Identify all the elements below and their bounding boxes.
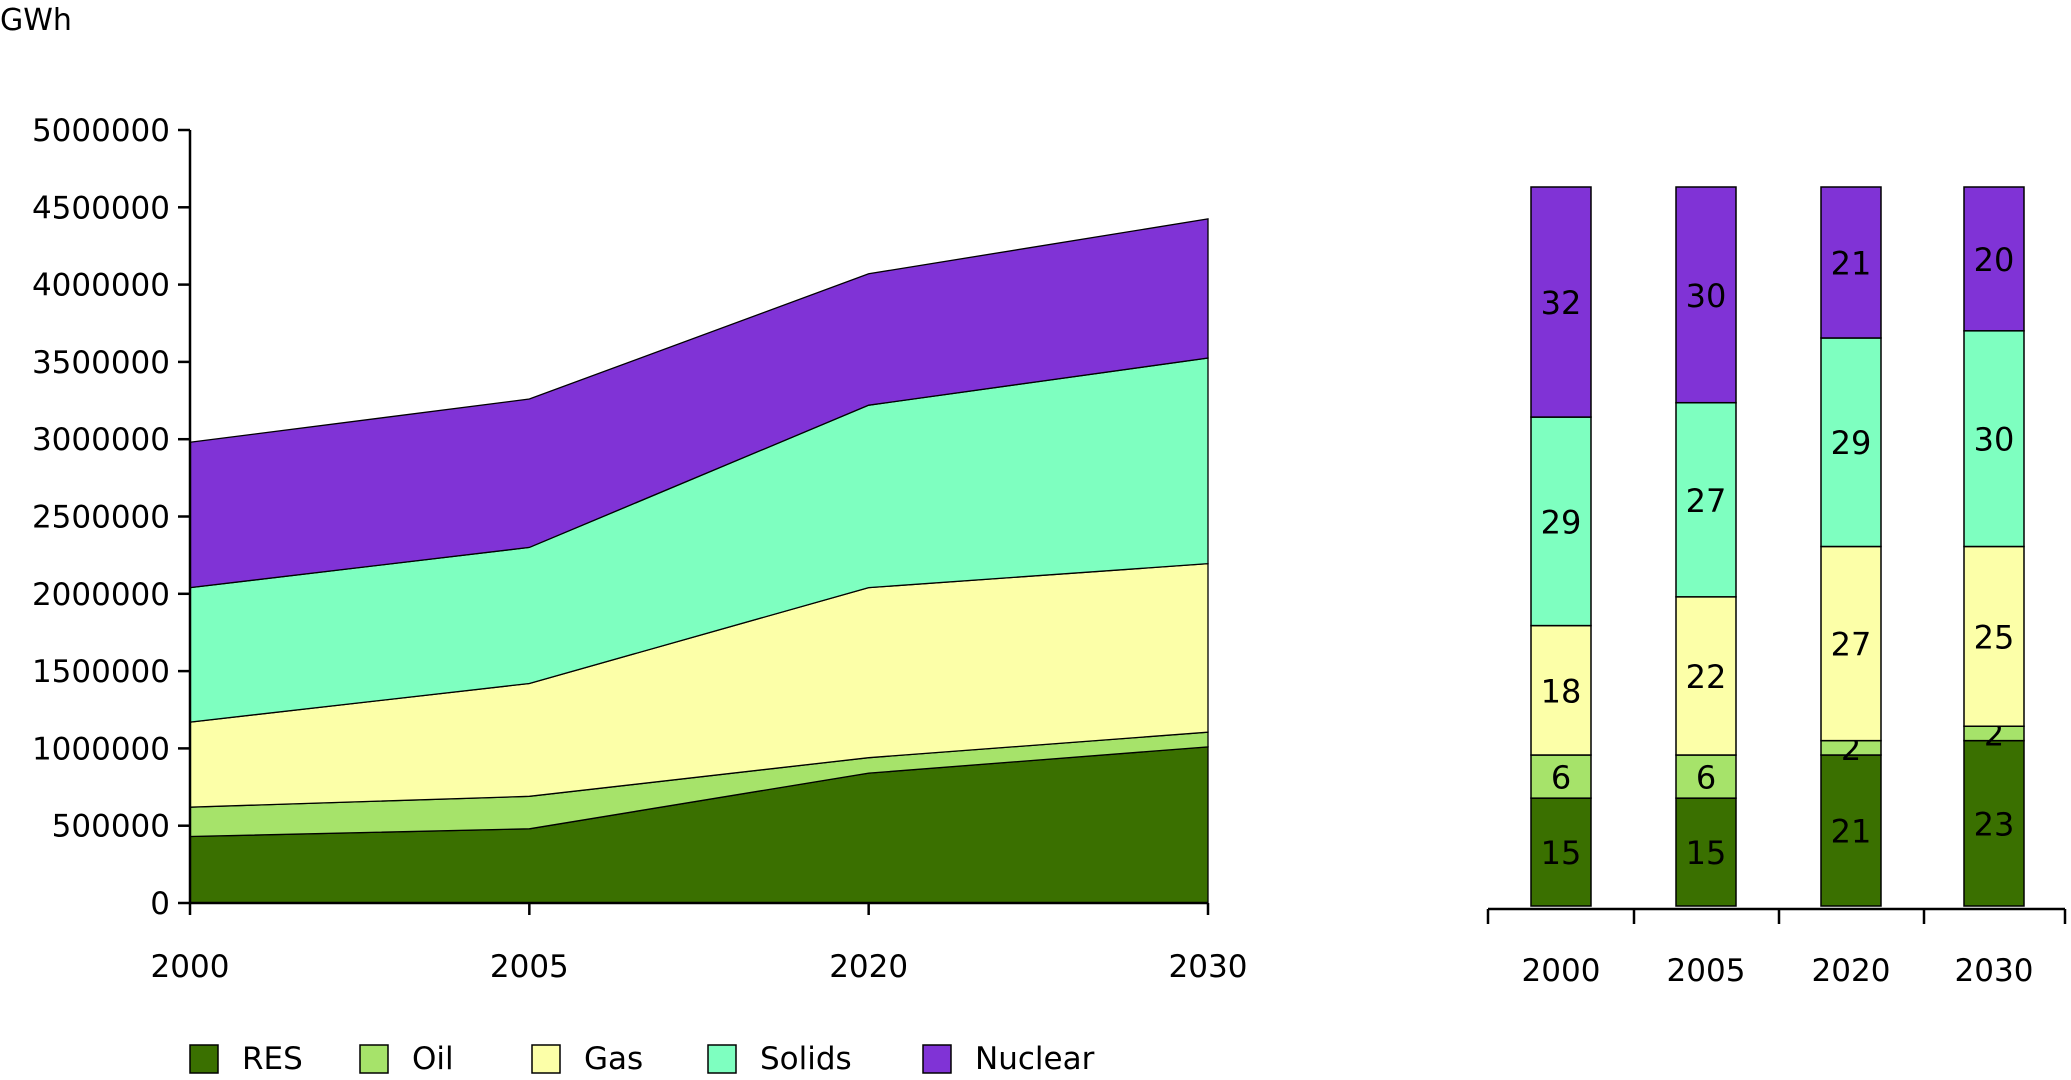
data-label-res: 23 (1974, 805, 2015, 843)
bar-segment-res (1675, 797, 1737, 907)
bar-segment-solids (1820, 337, 1882, 548)
y-tick-label: 4500000 (32, 190, 170, 226)
data-label-solids: 29 (1831, 424, 1872, 462)
bar-segment-nuclear (1675, 186, 1737, 404)
data-label-gas: 22 (1686, 658, 1727, 696)
data-label-gas: 18 (1541, 672, 1582, 710)
x-tick-label: 2030 (1169, 949, 1248, 985)
data-label-gas: 27 (1831, 626, 1872, 664)
data-label-res: 15 (1686, 834, 1727, 872)
bar-segment-solids (1530, 416, 1592, 627)
y-tick-label: 2500000 (32, 500, 170, 536)
data-label-solids: 27 (1686, 482, 1727, 520)
y-tick-label: 3000000 (32, 422, 170, 458)
legend-swatch-res (189, 1044, 219, 1074)
legend: RES Oil Gas Solids Nuclear (189, 1041, 1095, 1077)
bar-x-tick-label: 2005 (1667, 953, 1746, 989)
legend-label-solids: Solids (760, 1041, 852, 1077)
x-tick-label: 2005 (490, 949, 569, 985)
bar-segment-nuclear (1530, 186, 1592, 418)
bar-segment-oil (1675, 754, 1737, 799)
legend-label-nuclear: Nuclear (975, 1041, 1095, 1077)
y-tick-label: 1500000 (32, 654, 170, 690)
bar-x-tick-label: 2000 (1522, 953, 1601, 989)
legend-label-gas: Gas (584, 1041, 643, 1077)
area-axes: 0 500000 1000000 1500000 2000000 2500000 30000… (32, 113, 1248, 985)
bar-segment-oil (1530, 754, 1592, 799)
y-tick-label: 5000000 (32, 113, 170, 149)
data-label-nuclear: 30 (1686, 277, 1727, 315)
y-tick-label: 3500000 (32, 345, 170, 381)
y-tick-label: 2000000 (32, 577, 170, 613)
legend-swatch-solids (707, 1044, 737, 1074)
data-label-solids: 29 (1541, 503, 1582, 541)
y-tick-label: 4000000 (32, 268, 170, 304)
bar-segment-gas (1820, 545, 1882, 742)
data-label-res: 21 (1831, 813, 1872, 851)
data-label-gas: 25 (1974, 618, 2015, 656)
data-label-oil: 6 (1696, 759, 1716, 797)
legend-label-oil: Oil (412, 1041, 454, 1077)
bar-segment-res (1530, 797, 1592, 907)
bar-segment-gas (1675, 596, 1737, 756)
bar-segment-gas (1530, 624, 1592, 756)
y-axis-label: GWh (0, 3, 72, 38)
data-label-nuclear: 21 (1831, 244, 1872, 282)
data-label-nuclear: 20 (1974, 241, 2015, 279)
area-layers (189, 218, 1209, 904)
y-tick-label: 500000 (52, 809, 170, 845)
bar-segment-nuclear (1820, 186, 1882, 339)
data-label-oil: 6 (1551, 759, 1571, 797)
data-label-nuclear: 32 (1541, 284, 1582, 322)
bar-segment-solids (1963, 330, 2025, 548)
bar-x-tick-label: 2030 (1955, 953, 2034, 989)
data-label-res: 15 (1541, 834, 1582, 872)
legend-swatch-gas (531, 1044, 561, 1074)
bar-segment-res (1820, 754, 1882, 907)
x-tick-label: 2020 (829, 949, 908, 985)
stacked-area-chart: GWh 0 500000 1000000 1500000 2000000 2500000 3… (0, 3, 1247, 985)
y-tick-label: 1000000 (32, 731, 170, 767)
legend-swatch-nuclear (922, 1044, 952, 1074)
y-tick-label: 0 (150, 886, 170, 922)
data-label-solids: 30 (1974, 421, 2015, 459)
legend-swatch-oil (359, 1044, 389, 1074)
bar-segment-solids (1675, 401, 1737, 598)
x-tick-label: 2000 (151, 949, 230, 985)
area-series-nuclear (189, 218, 1209, 589)
legend-label-res: RES (242, 1041, 303, 1077)
bar-axes: 2000 2005 2020 2030 (1486, 907, 2067, 989)
bar-segment-nuclear (1963, 186, 2025, 332)
bar-x-tick-label: 2020 (1812, 953, 1891, 989)
